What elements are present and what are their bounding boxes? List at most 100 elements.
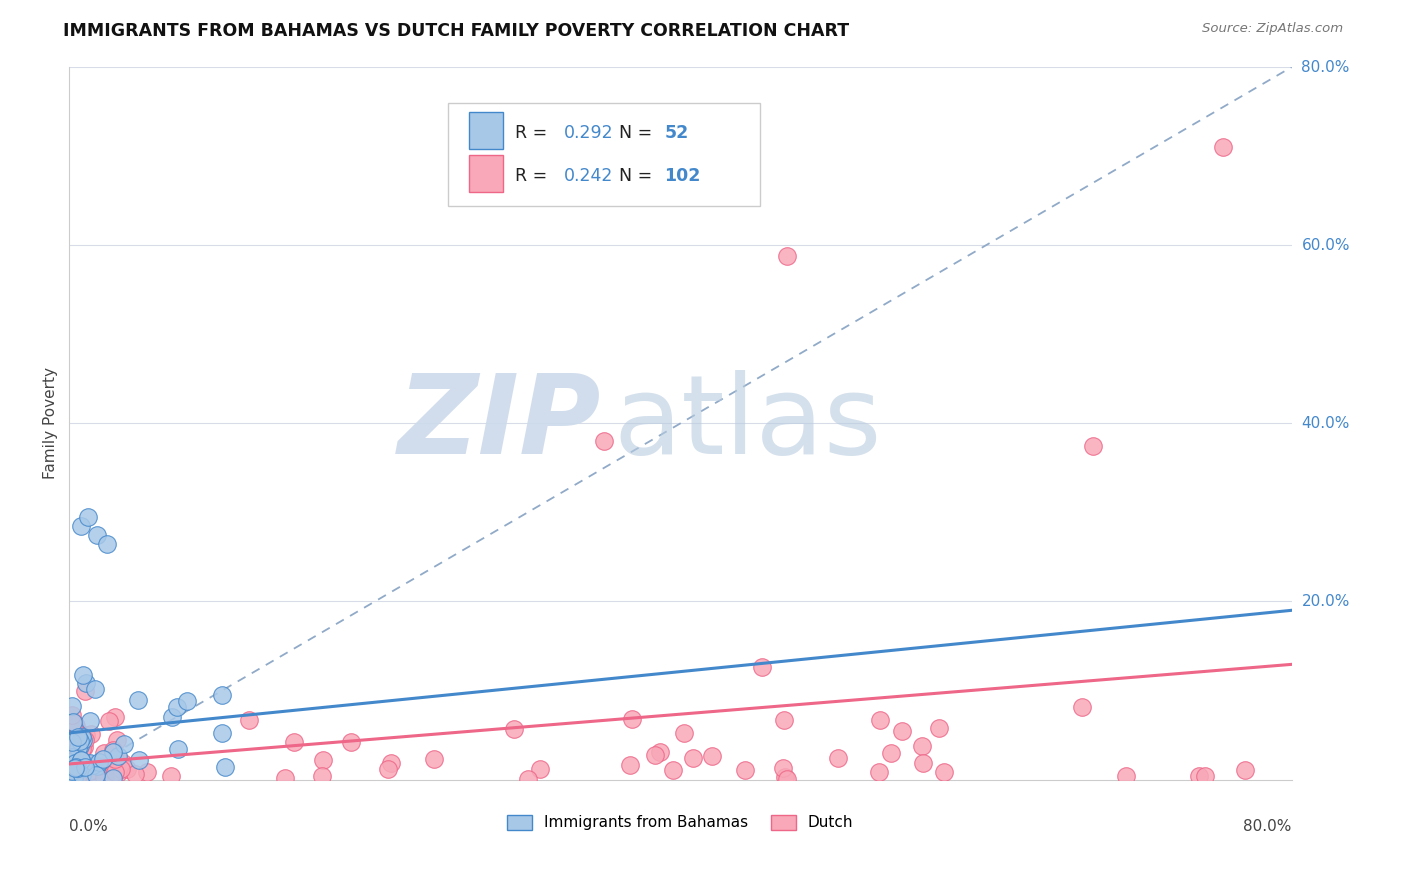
Point bbox=[60, 752, 83, 766]
Point bbox=[751, 660, 773, 674]
Point bbox=[100, 768, 122, 782]
Point bbox=[1234, 763, 1257, 777]
Point bbox=[101, 756, 124, 770]
Point bbox=[104, 710, 127, 724]
Point bbox=[60, 759, 83, 773]
Point bbox=[776, 772, 799, 786]
Point bbox=[60, 754, 83, 768]
Point bbox=[176, 693, 198, 707]
Point bbox=[70, 753, 93, 767]
Point bbox=[619, 758, 641, 772]
Point bbox=[96, 536, 118, 550]
Point bbox=[60, 764, 83, 779]
Point bbox=[70, 753, 93, 767]
Text: N =: N = bbox=[619, 124, 658, 143]
Point bbox=[65, 771, 87, 785]
Point bbox=[75, 733, 97, 747]
Y-axis label: Family Poverty: Family Poverty bbox=[44, 368, 58, 479]
Text: atlas: atlas bbox=[613, 370, 882, 477]
Point bbox=[103, 745, 125, 759]
Point bbox=[86, 759, 108, 773]
Point bbox=[104, 765, 127, 780]
Point bbox=[377, 762, 399, 776]
Point bbox=[60, 707, 83, 722]
Point bbox=[87, 756, 110, 770]
Point bbox=[60, 756, 83, 770]
Point bbox=[73, 739, 96, 754]
Point bbox=[63, 771, 86, 785]
Point bbox=[72, 733, 94, 747]
Point bbox=[60, 749, 83, 764]
Point bbox=[238, 713, 260, 727]
Point bbox=[107, 765, 129, 780]
Legend: Immigrants from Bahamas, Dutch: Immigrants from Bahamas, Dutch bbox=[508, 815, 853, 830]
Text: 0.0%: 0.0% bbox=[69, 819, 108, 834]
Point bbox=[62, 747, 84, 762]
Point bbox=[62, 760, 84, 774]
Text: IMMIGRANTS FROM BAHAMAS VS DUTCH FAMILY POVERTY CORRELATION CHART: IMMIGRANTS FROM BAHAMAS VS DUTCH FAMILY … bbox=[63, 22, 849, 40]
Point bbox=[62, 770, 84, 784]
Point bbox=[827, 751, 849, 765]
Point bbox=[211, 725, 233, 739]
Point bbox=[211, 689, 233, 703]
Point bbox=[67, 749, 90, 764]
Point bbox=[593, 434, 616, 449]
FancyBboxPatch shape bbox=[470, 154, 503, 192]
Point bbox=[105, 733, 128, 747]
FancyBboxPatch shape bbox=[449, 103, 759, 206]
Point bbox=[1188, 769, 1211, 783]
Text: 60.0%: 60.0% bbox=[1302, 238, 1350, 252]
Point bbox=[312, 753, 335, 767]
Point bbox=[79, 764, 101, 778]
Point bbox=[648, 745, 671, 759]
Point bbox=[73, 683, 96, 698]
Point bbox=[166, 699, 188, 714]
Point bbox=[1070, 700, 1092, 714]
Point bbox=[63, 766, 86, 780]
Point bbox=[104, 752, 127, 766]
Point bbox=[79, 727, 101, 741]
Point bbox=[86, 527, 108, 541]
Point bbox=[67, 768, 90, 782]
Point bbox=[80, 757, 103, 772]
Point bbox=[380, 756, 402, 771]
Point bbox=[868, 764, 890, 779]
Point bbox=[160, 769, 183, 783]
Text: R =: R = bbox=[516, 124, 553, 143]
Point bbox=[69, 739, 91, 754]
Point bbox=[87, 772, 110, 786]
Point bbox=[79, 714, 101, 728]
Text: 0.292: 0.292 bbox=[564, 124, 614, 143]
Text: ZIP: ZIP bbox=[398, 370, 600, 477]
Point bbox=[76, 509, 98, 524]
Point bbox=[662, 764, 685, 778]
Point bbox=[673, 725, 696, 739]
Point bbox=[84, 772, 107, 786]
Point bbox=[283, 735, 305, 749]
Point bbox=[644, 748, 666, 763]
Point bbox=[65, 759, 87, 773]
Point bbox=[73, 761, 96, 775]
Point bbox=[75, 675, 97, 690]
Point bbox=[60, 698, 83, 713]
Point bbox=[700, 749, 723, 764]
Point bbox=[66, 741, 89, 756]
Text: R =: R = bbox=[516, 167, 553, 186]
Point bbox=[62, 770, 84, 784]
Point bbox=[1081, 439, 1104, 453]
Point bbox=[890, 724, 912, 739]
Text: 0.242: 0.242 bbox=[564, 167, 613, 186]
Point bbox=[928, 722, 950, 736]
Point bbox=[73, 760, 96, 774]
Point bbox=[1115, 769, 1137, 783]
Text: 80.0%: 80.0% bbox=[1243, 819, 1292, 834]
Point bbox=[70, 756, 93, 770]
Point bbox=[75, 728, 97, 742]
Point bbox=[124, 767, 146, 781]
Point bbox=[70, 742, 93, 756]
Point bbox=[911, 756, 934, 770]
Point bbox=[63, 761, 86, 775]
Point bbox=[89, 759, 111, 773]
Point bbox=[103, 771, 125, 785]
Text: 52: 52 bbox=[665, 124, 689, 143]
